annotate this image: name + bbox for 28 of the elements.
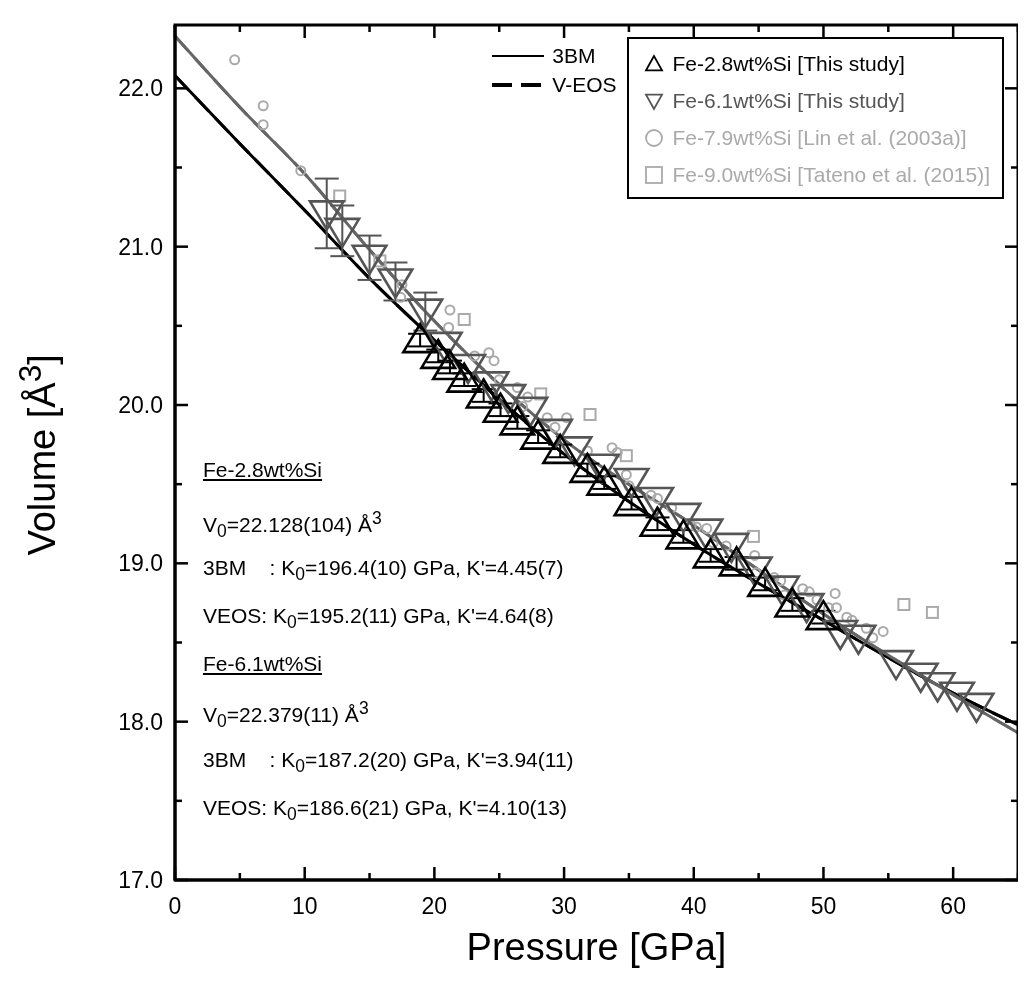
annotation: Fe-6.1wt%Si: [203, 652, 323, 676]
y-tick-label: 22.0: [118, 75, 163, 102]
x-tick-label: 20: [421, 893, 448, 919]
x-tick-label: 0: [168, 893, 182, 919]
y-tick-label: 19.0: [118, 550, 163, 577]
x-tick-label: 10: [291, 893, 318, 919]
legend-label: 3BM: [552, 43, 596, 68]
y-tick-label: 17.0: [118, 867, 163, 894]
annotation: 3BM : K$_{0}$=196.4(10) GPa, K'=4.45(7): [203, 556, 564, 586]
annotation: VEOS: K$_{0}$=195.2(11) GPa, K'=4.64(8): [203, 604, 554, 634]
annotation: 3BM : K$_{0}$=187.2(20) GPa, K'=3.94(11): [203, 748, 574, 778]
annotation: Fe-2.8wt%Si: [203, 458, 323, 482]
legend-label: Fe-9.0wt%Si [Tateno et al. (2015)]: [672, 162, 990, 187]
annotation: VEOS: K$_{0}$=186.6(21) GPa, K'=4.10(13): [203, 796, 567, 826]
legend-label: Fe-2.8wt%Si [This study]: [672, 51, 905, 76]
legend-label: V-EOS: [552, 72, 617, 97]
annotation: V$_{0}$=22.128(104) Å$^{3}$: [203, 508, 382, 543]
y-tick-label: 20.0: [118, 392, 163, 419]
y-tick-label: 21.0: [118, 233, 163, 260]
x-tick-label: 30: [551, 893, 577, 919]
x-tick-label: 60: [940, 893, 966, 919]
x-axis-title: Pressure [GPa]: [465, 926, 728, 969]
x-tick-label: 50: [810, 893, 837, 919]
y-tick-label: 18.0: [118, 708, 163, 735]
legend-label: Fe-7.9wt%Si [Lin et al. (2003a)]: [672, 125, 967, 150]
annotation: V$_{0}$=22.379(11) Å$^{3}$: [203, 698, 369, 733]
legend-label: Fe-6.1wt%Si [This study]: [672, 88, 905, 113]
x-tick-label: 40: [680, 893, 707, 919]
